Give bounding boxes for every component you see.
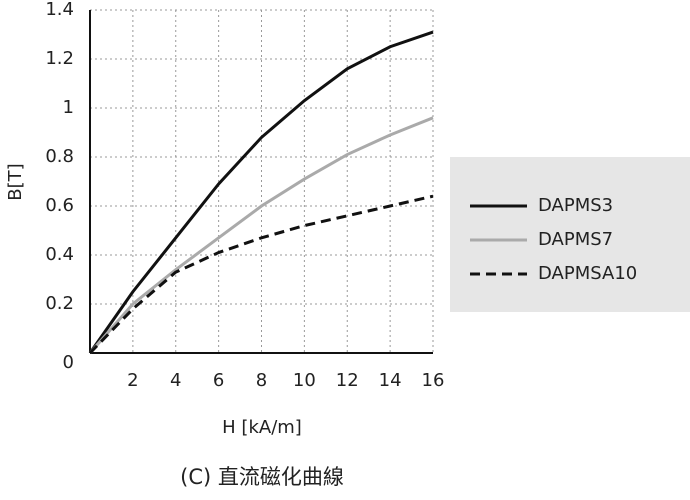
legend-box xyxy=(450,157,690,312)
legend-label: DAPMS3 xyxy=(538,195,613,216)
x-tick-label: 16 xyxy=(422,370,445,391)
x-tick-label: 4 xyxy=(170,370,181,391)
x-tick-label: 2 xyxy=(127,370,138,391)
x-tick-label: 8 xyxy=(256,370,267,391)
x-tick-label: 10 xyxy=(293,370,316,391)
y-tick-label: 0.4 xyxy=(45,244,74,265)
x-tick-label: 12 xyxy=(336,370,359,391)
x-tick-label: 14 xyxy=(379,370,402,391)
y-tick-label: 1 xyxy=(63,97,74,118)
series-line xyxy=(88,194,434,355)
y-axis-label: B[T] xyxy=(5,163,26,200)
series-line xyxy=(88,116,434,354)
y-tick-label: 0 xyxy=(63,352,74,373)
legend-label: DAPMS7 xyxy=(538,229,613,250)
x-tick-label: 6 xyxy=(213,370,224,391)
y-tick-label: 1.4 xyxy=(45,0,74,20)
y-tick-label: 0.2 xyxy=(45,293,74,314)
caption: (C) 直流磁化曲線 xyxy=(180,465,344,489)
y-tick-label: 0.6 xyxy=(45,195,74,216)
x-axis-label: H [kA/m] xyxy=(222,417,302,438)
series-line xyxy=(88,30,434,354)
y-tick-label: 1.2 xyxy=(45,48,74,69)
y-tick-label: 0.8 xyxy=(45,146,74,167)
legend-label: DAPMSA10 xyxy=(538,263,637,284)
